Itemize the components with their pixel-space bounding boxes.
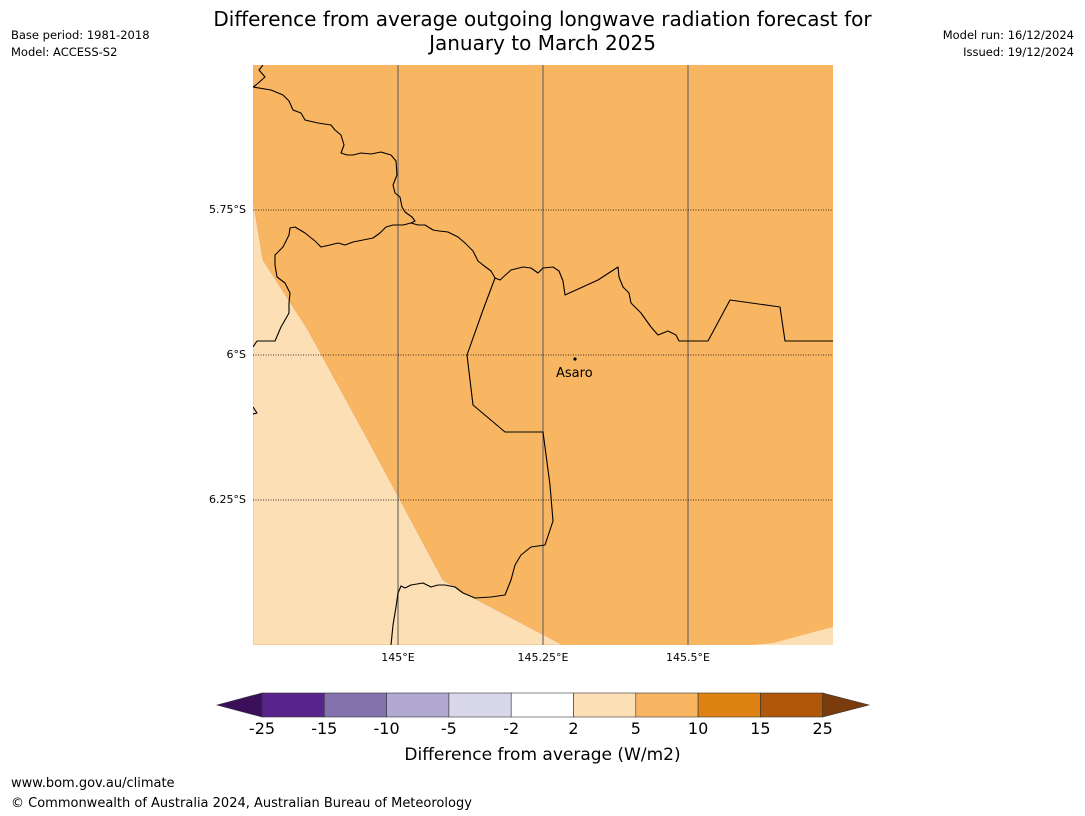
boundary-south <box>390 277 554 645</box>
base-period: Base period: 1981-2018 <box>11 28 150 42</box>
colorbar-tick-label: -25 <box>248 719 276 738</box>
footer-copyright: © Commonwealth of Australia 2024, Austra… <box>11 796 472 811</box>
model-name: Model: ACCESS-S2 <box>11 45 118 59</box>
colorbar-segment <box>510 692 574 718</box>
province-boundaries <box>253 65 833 645</box>
forecast-map <box>253 65 833 645</box>
boundary-east-branch <box>410 222 833 342</box>
colorbar-tick-label: 25 <box>812 719 833 738</box>
colorbar-segment <box>386 692 450 718</box>
meta-left: Base period: 1981-2018 Model: ACCESS-S2 <box>11 27 150 61</box>
lon-label-145: 145°E <box>381 651 415 664</box>
colorbar-segment <box>573 692 637 718</box>
lat-label-5-75: 5.75°S <box>209 203 246 216</box>
colorbar-tick-label: -5 <box>440 719 457 738</box>
region-2-to-5-corner <box>753 627 833 645</box>
map-title: Difference from average outgoing longwav… <box>0 7 1085 55</box>
model-run: Model run: 16/12/2024 <box>942 28 1074 42</box>
lon-label-145-25: 145.25°E <box>517 651 569 664</box>
colorbar-tick-label: 10 <box>687 719 709 738</box>
boundary-west-fragment <box>253 406 258 415</box>
town-marker <box>573 357 577 361</box>
colorbar-tick-label: -15 <box>311 719 338 738</box>
colorbar-segment <box>760 692 824 718</box>
colorbar-tick-label: 2 <box>568 719 579 738</box>
colorbar-segment <box>448 692 512 718</box>
colorbar-segment <box>261 692 325 718</box>
town-label-asaro: Asaro <box>556 366 593 381</box>
colorbar-segment <box>697 692 761 718</box>
lon-label-145-5: 145.5°E <box>666 651 710 664</box>
colorbar-arrow-low <box>215 692 263 718</box>
colorbar-segment <box>324 692 387 718</box>
colorbar-title: Difference from average (W/m2) <box>404 745 681 765</box>
colorbar-segment <box>635 692 699 718</box>
colorbar-tick-label: -2 <box>503 719 520 738</box>
issued-date: Issued: 19/12/2024 <box>963 45 1074 59</box>
title-line-1: Difference from average outgoing longwav… <box>213 7 872 31</box>
title-line-2: January to March 2025 <box>429 31 656 55</box>
footer-url: www.bom.gov.au/climate <box>11 776 175 791</box>
colorbar-tick-label: 5 <box>630 719 641 738</box>
colorbar-tick-label: -10 <box>373 719 400 738</box>
meta-right: Model run: 16/12/2024 Issued: 19/12/2024 <box>943 27 1074 61</box>
boundary-central <box>253 222 412 348</box>
lat-label-6: 6°S <box>226 348 246 361</box>
colorbar-segments <box>215 692 871 718</box>
boundary-northwest <box>253 65 416 224</box>
lat-label-6-25: 6.25°S <box>209 493 246 506</box>
colorbar-arrow-high <box>822 692 871 718</box>
colorbar-tick-label: 15 <box>750 719 771 738</box>
colorbar <box>215 692 871 718</box>
